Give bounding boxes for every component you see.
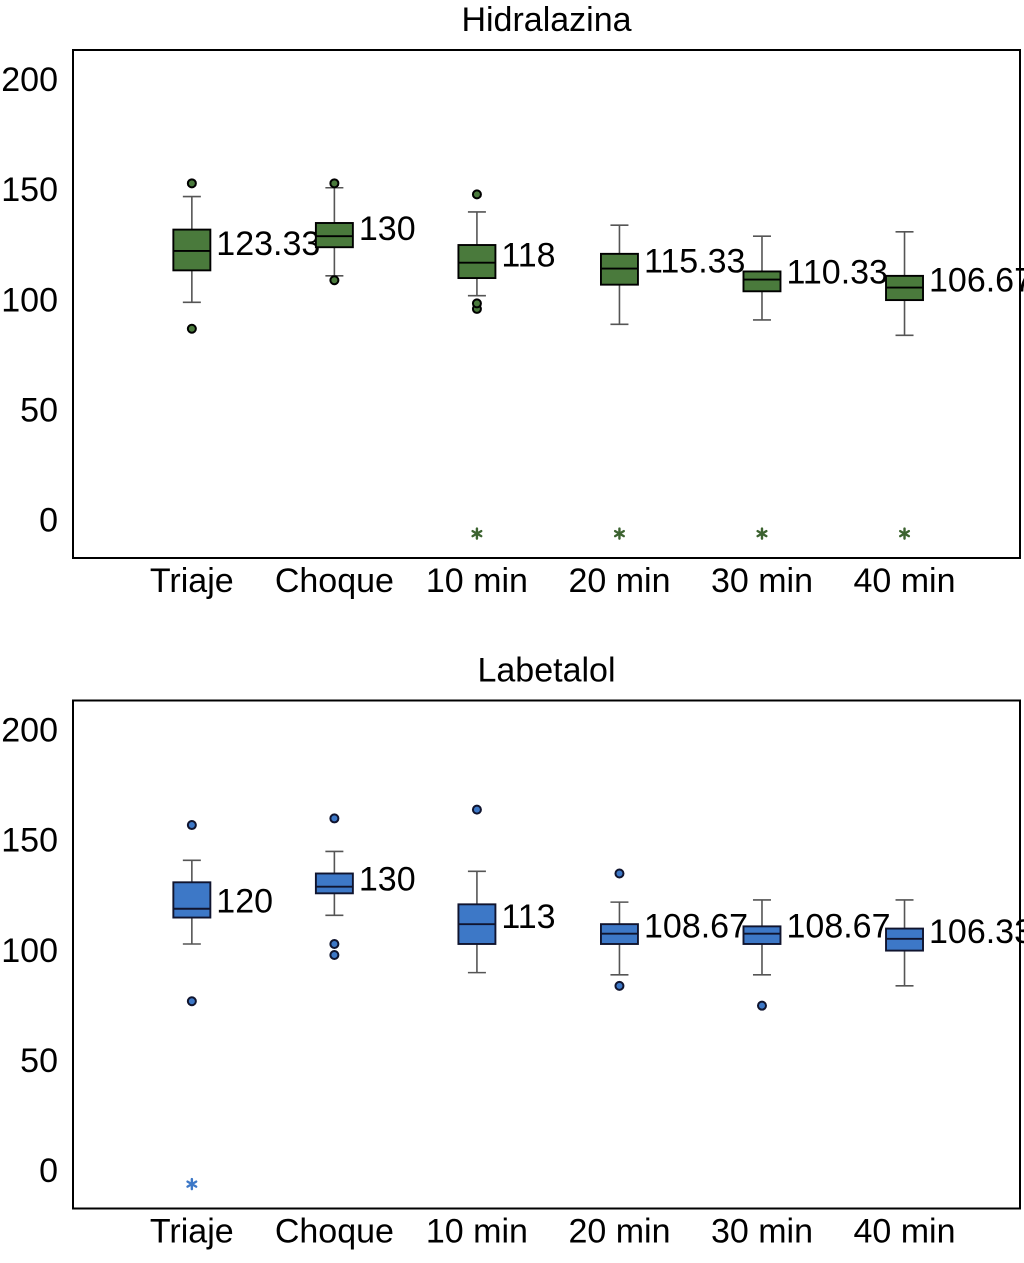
svg-text:106.67: 106.67 (929, 262, 1024, 300)
svg-text:30 min: 30 min (711, 1213, 813, 1251)
svg-text:123.33: 123.33 (216, 225, 320, 263)
svg-text:Labetalol: Labetalol (477, 652, 615, 690)
svg-text:100: 100 (1, 932, 58, 970)
svg-text:100: 100 (1, 281, 58, 319)
svg-text:20 min: 20 min (568, 1213, 670, 1251)
svg-text:50: 50 (20, 392, 58, 430)
svg-text:115.33: 115.33 (644, 243, 745, 281)
svg-text:108.67: 108.67 (787, 908, 891, 946)
svg-text:120: 120 (216, 883, 273, 921)
svg-text:Choque: Choque (275, 1213, 394, 1251)
svg-text:10 min: 10 min (426, 1213, 528, 1251)
svg-text:Triaje: Triaje (150, 1213, 234, 1251)
svg-text:50: 50 (20, 1042, 58, 1080)
svg-text:113: 113 (501, 898, 555, 936)
svg-text:110.33: 110.33 (787, 254, 888, 292)
svg-text:106.33: 106.33 (929, 913, 1024, 951)
svg-text:30 min: 30 min (711, 562, 813, 600)
svg-text:0: 0 (39, 1152, 58, 1190)
svg-text:200: 200 (1, 61, 58, 99)
svg-text:Hidralazina: Hidralazina (461, 1, 631, 39)
svg-text:Triaje: Triaje (150, 562, 234, 600)
svg-text:40 min: 40 min (853, 1213, 955, 1251)
svg-text:130: 130 (359, 210, 416, 248)
svg-text:Choque: Choque (275, 562, 394, 600)
svg-text:150: 150 (1, 171, 58, 209)
svg-text:108.67: 108.67 (644, 908, 748, 946)
svg-text:0: 0 (39, 502, 58, 540)
svg-text:200: 200 (1, 712, 58, 750)
svg-text:40 min: 40 min (853, 562, 955, 600)
svg-text:130: 130 (359, 861, 416, 899)
svg-text:10 min: 10 min (426, 562, 528, 600)
svg-text:150: 150 (1, 822, 58, 860)
svg-text:118: 118 (501, 237, 555, 275)
svg-text:20 min: 20 min (568, 562, 670, 600)
